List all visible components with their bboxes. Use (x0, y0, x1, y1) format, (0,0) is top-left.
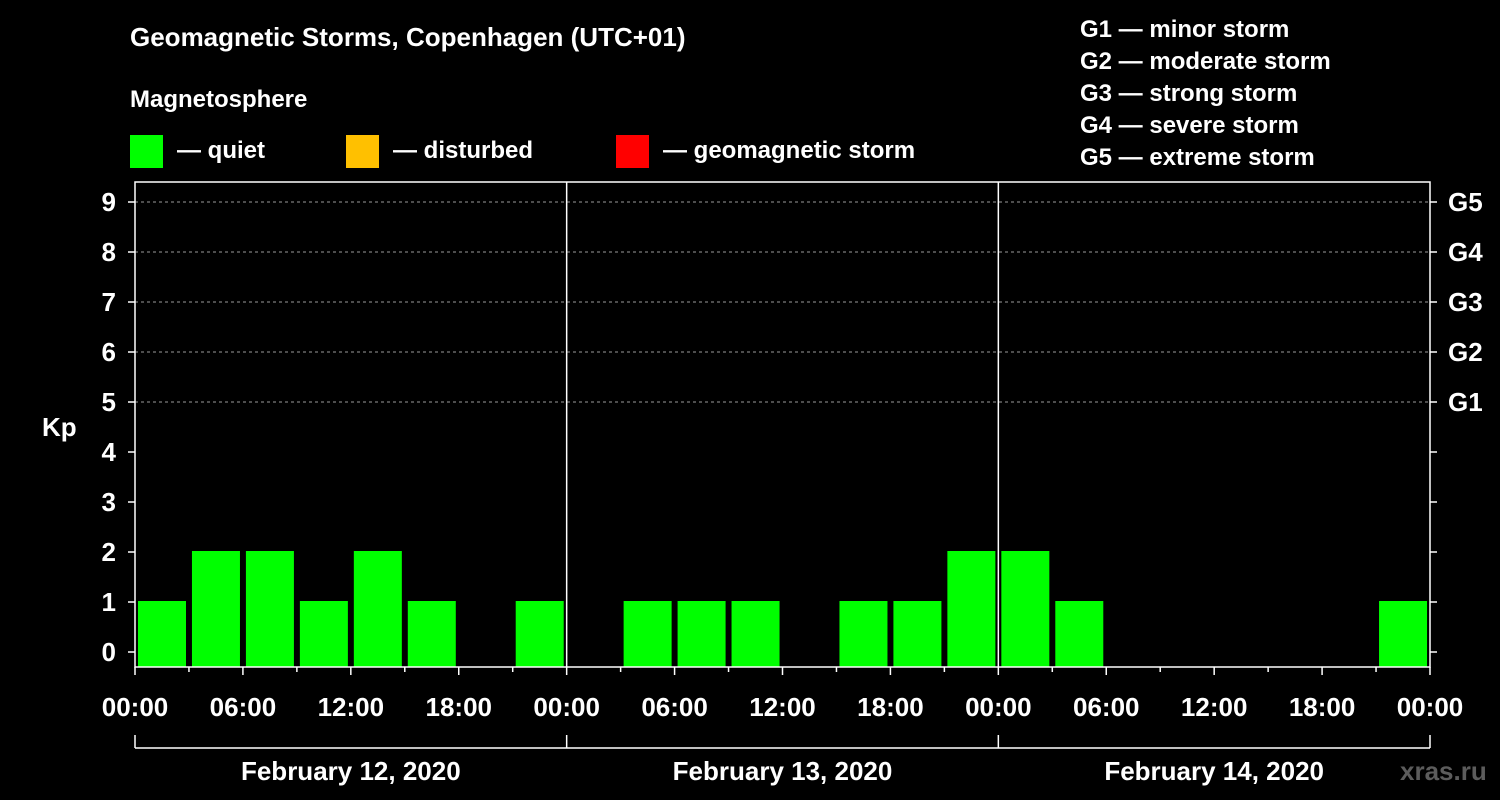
y-tick-label-6: 6 (102, 337, 116, 367)
chart-title: Geomagnetic Storms, Copenhagen (UTC+01) (130, 22, 686, 52)
bar-5 (407, 601, 456, 667)
bar-0 (138, 601, 186, 667)
legend-label-disturbed: — disturbed (393, 137, 534, 164)
storm-scale-g4: G4 — severe storm (1080, 112, 1299, 139)
x-tick-label-9: 06:00 (1073, 692, 1140, 722)
y-tick-label-8: 8 (102, 237, 116, 267)
right-axis-label-g4: G4 (1448, 237, 1483, 267)
legend-item-quiet: — quiet (130, 134, 265, 168)
x-tick-label-3: 18:00 (426, 692, 493, 722)
watermark: xras.ru (1400, 756, 1487, 786)
storm-scale-g3: G3 — strong storm (1080, 80, 1298, 107)
legend-label-quiet: — quiet (177, 137, 265, 164)
bar-4 (353, 551, 402, 667)
bar-17 (1055, 601, 1104, 667)
right-axis-label-g3: G3 (1448, 287, 1483, 317)
y-axis-title: Kp (42, 412, 77, 442)
right-axis-label-g1: G1 (1448, 387, 1483, 417)
right-axis-label-g2: G2 (1448, 337, 1483, 367)
y-tick-label-7: 7 (102, 287, 116, 317)
x-tick-label-4: 00:00 (533, 692, 600, 722)
x-tick-label-7: 18:00 (857, 692, 924, 722)
bar-15 (947, 551, 996, 667)
plot-frame (134, 181, 1431, 668)
day-label-1: February 13, 2020 (673, 756, 893, 786)
legend-item-disturbed: — disturbed (346, 134, 533, 168)
bars (138, 551, 1428, 667)
legend-swatch-storm (616, 134, 649, 168)
x-tick-label-2: 12:00 (318, 692, 385, 722)
y-tick-label-2: 2 (102, 537, 116, 567)
storm-scale-g5: G5 — extreme storm (1080, 144, 1315, 171)
axes (128, 181, 1437, 749)
day-label-0: February 12, 2020 (241, 756, 461, 786)
y-tick-label-9: 9 (102, 187, 116, 217)
storm-scale-g2: G2 — moderate storm (1080, 48, 1331, 75)
y-tick-label-3: 3 (102, 487, 116, 517)
storm-scale-legend: G1 — minor storm G2 — moderate storm G3 … (1080, 14, 1331, 174)
x-tick-label-5: 06:00 (641, 692, 708, 722)
legend-label-storm: — geomagnetic storm (663, 137, 916, 164)
y-tick-label-5: 5 (102, 387, 116, 417)
bar-7 (515, 601, 564, 667)
x-tick-label-10: 12:00 (1181, 692, 1248, 722)
magnetosphere-legend-title: Magnetosphere (130, 86, 308, 113)
legend-swatch-quiet (130, 134, 163, 168)
bar-11 (731, 601, 780, 667)
x-tick-label-11: 18:00 (1289, 692, 1356, 722)
x-tick-label-8: 00:00 (965, 692, 1032, 722)
legend-swatch-disturbed (346, 134, 379, 168)
axis-labels: 0 1 2 3 4 5 6 7 8 9 G1 G2 G3 G4 G5 Kp 00:00 06:00 12:00 18:… (42, 187, 1483, 786)
x-tick-label-12: 00:00 (1397, 692, 1464, 722)
storm-scale-g1: G1 — minor storm (1080, 16, 1290, 43)
bar-14 (893, 601, 942, 667)
y-tick-label-0: 0 (102, 637, 116, 667)
bar-9 (623, 601, 672, 667)
x-tick-label-0: 00:00 (102, 692, 169, 722)
x-tick-label-1: 06:00 (210, 692, 277, 722)
bar-2 (245, 551, 294, 667)
x-tick-label-6: 12:00 (749, 692, 816, 722)
right-axis-label-g5: G5 (1448, 187, 1483, 217)
bar-1 (191, 551, 240, 667)
day-label-2: February 14, 2020 (1104, 756, 1324, 786)
y-tick-label-4: 4 (102, 437, 117, 467)
bar-16 (1001, 551, 1050, 667)
bar-13 (839, 601, 888, 667)
bar-23 (1379, 601, 1428, 667)
grid-lines (135, 201, 1430, 403)
legend-item-storm: — geomagnetic storm (616, 134, 915, 168)
bar-10 (677, 601, 726, 667)
bar-3 (299, 601, 348, 667)
y-tick-label-1: 1 (102, 587, 116, 617)
